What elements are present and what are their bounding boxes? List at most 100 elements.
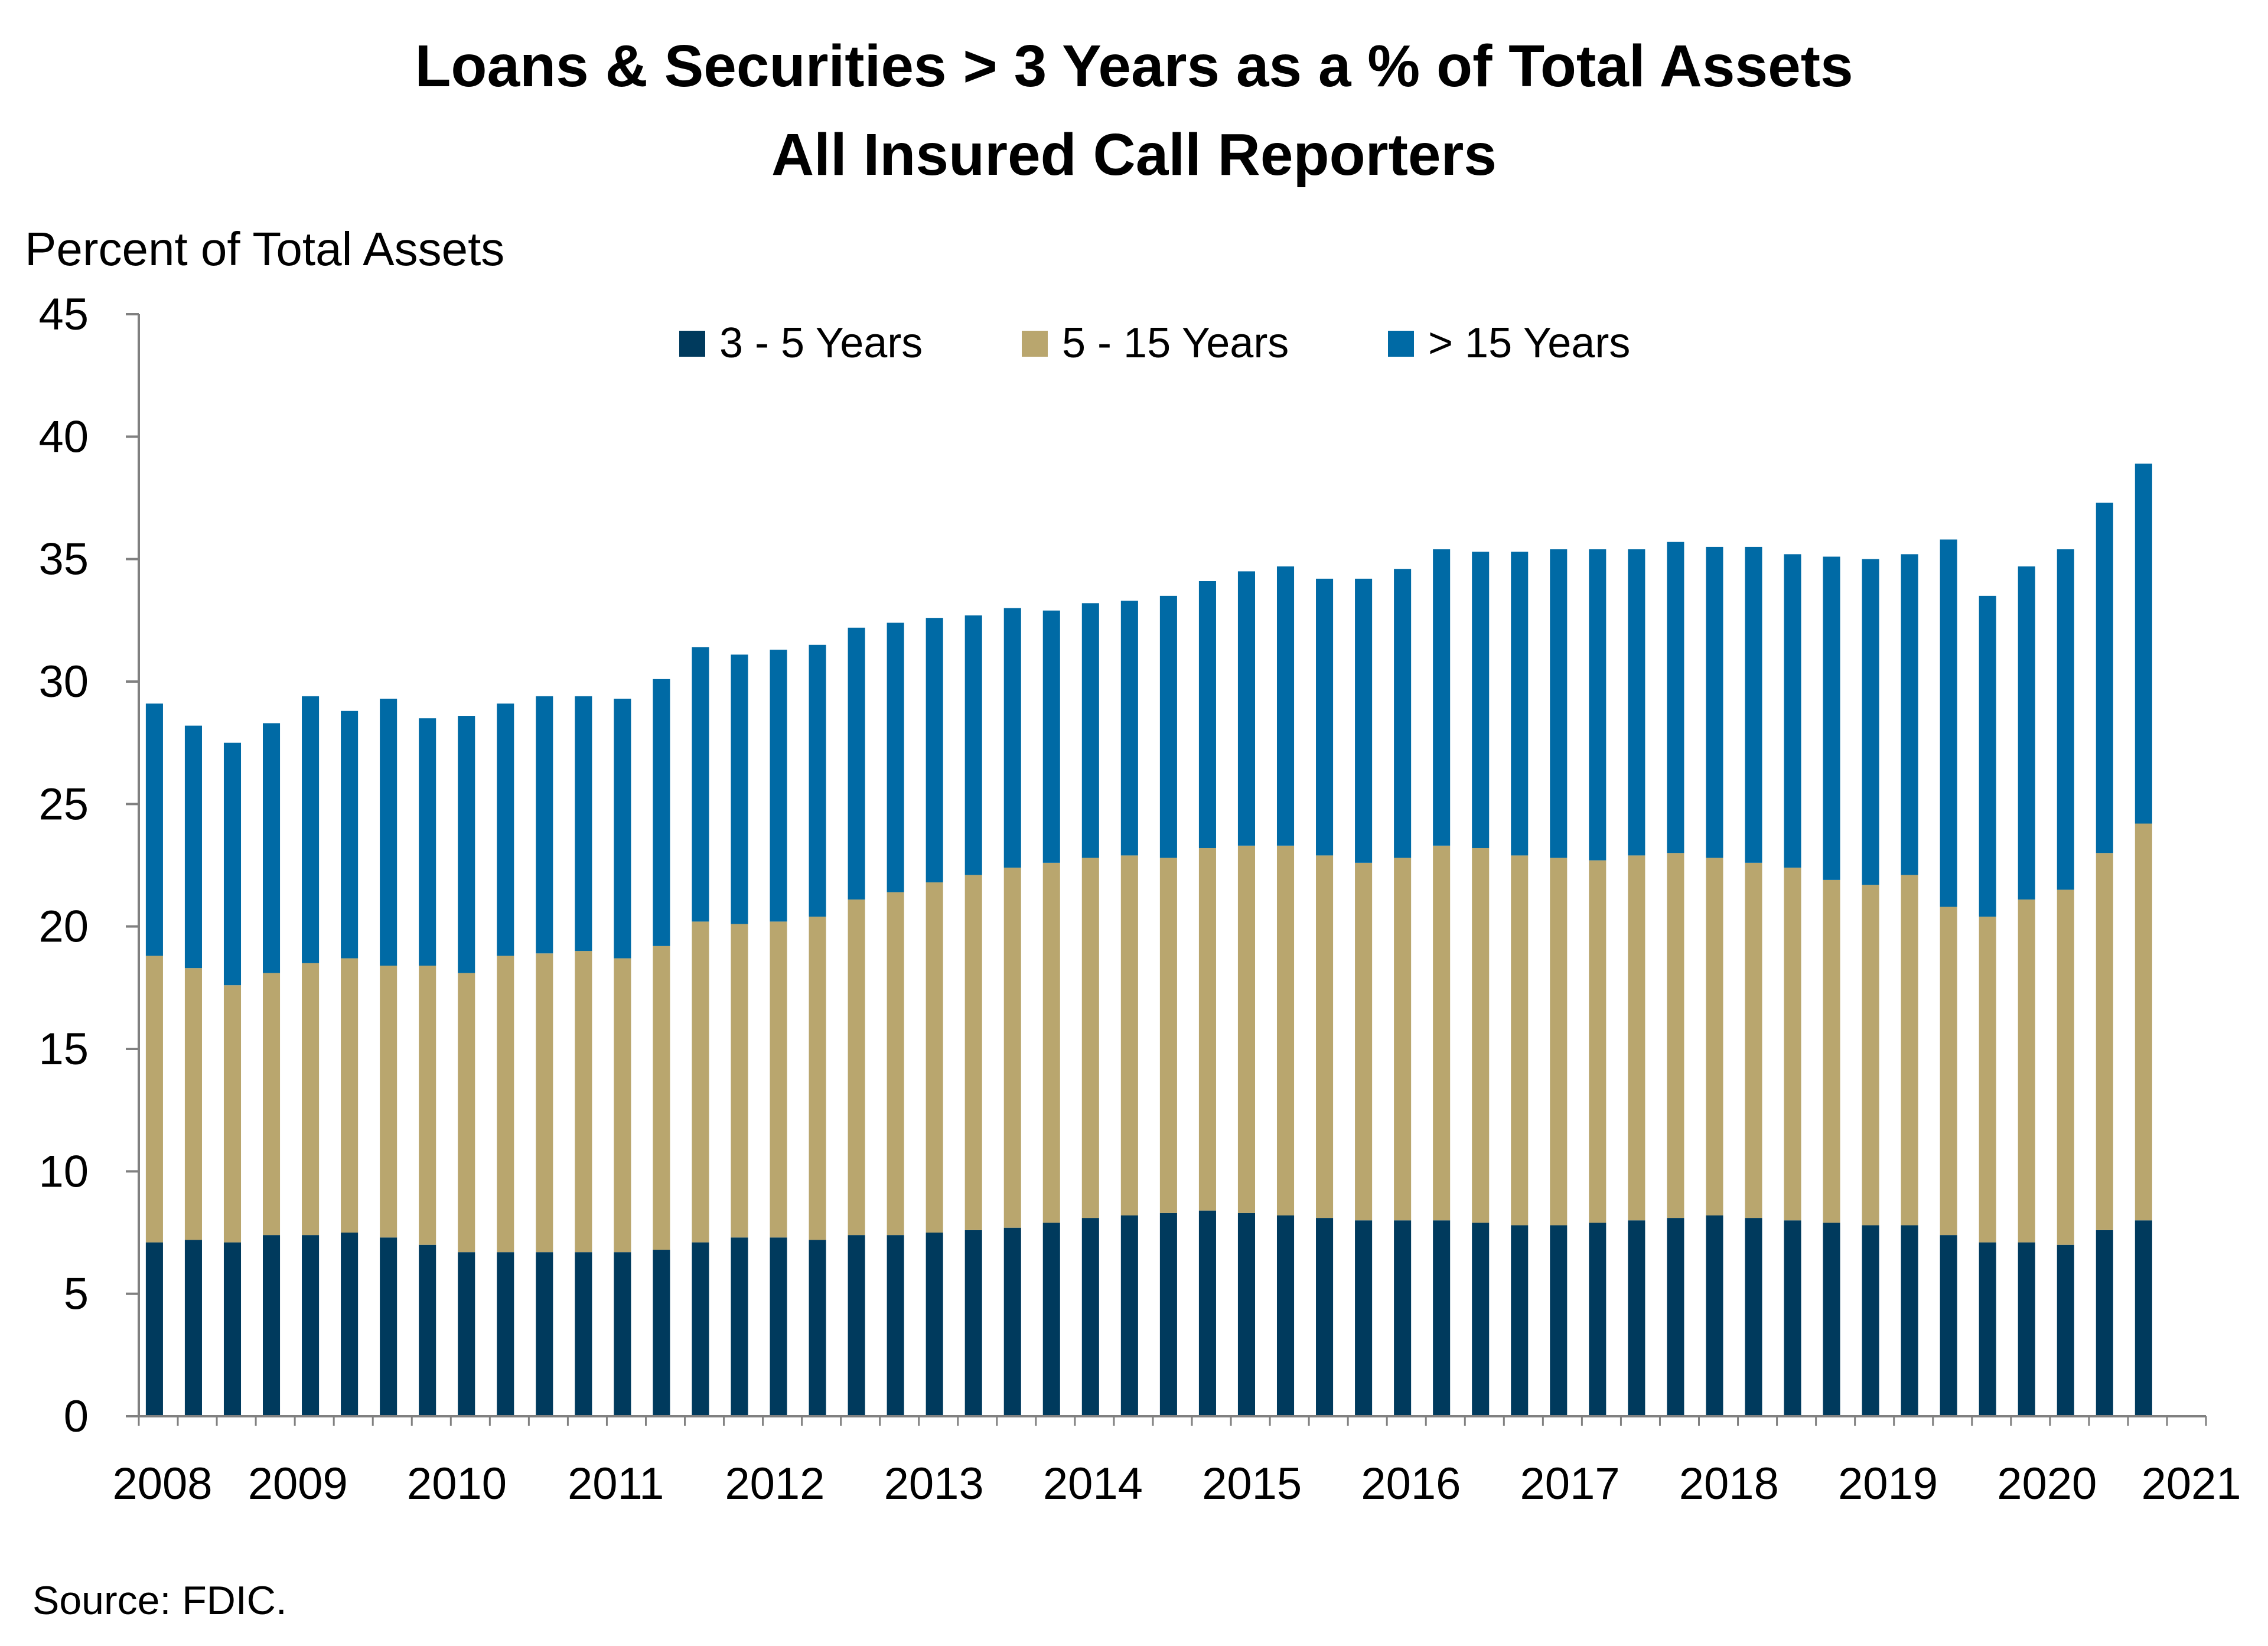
- bar-segment-series-0-47: [1979, 1242, 1996, 1416]
- bar-segment-series-0-50: [2096, 1230, 2113, 1416]
- bar-segment-series-0-24: [1081, 1218, 1099, 1416]
- bar-segment-series-1-2: [223, 985, 242, 1243]
- bar-segment-series-2-15: [731, 654, 748, 924]
- bar-segment-series-0-29: [1276, 1215, 1295, 1416]
- bar-segment-series-2-29: [1276, 566, 1295, 846]
- bar-segment-series-1-46: [1940, 907, 1957, 1236]
- bar-segment-series-2-30: [1316, 578, 1334, 856]
- bar-segment-series-2-38: [1628, 549, 1645, 856]
- bar-segment-series-2-10: [536, 696, 553, 954]
- source-note: Source: FDIC.: [32, 1578, 287, 1623]
- bar-segment-series-1-4: [302, 963, 320, 1236]
- bar-segment-series-2-23: [1042, 610, 1060, 863]
- legend-swatch-1: [1022, 331, 1048, 357]
- x-tick-label: 2020: [1997, 1459, 2097, 1509]
- bar-segment-series-0-20: [926, 1233, 943, 1416]
- bar-segment-series-0-35: [1511, 1225, 1529, 1416]
- bar-segment-series-1-33: [1433, 845, 1451, 1221]
- bar-segment-series-2-1: [184, 725, 202, 969]
- bar-segment-series-1-11: [575, 951, 592, 1253]
- bar-segment-series-2-46: [1940, 539, 1957, 907]
- bar-segment-series-0-25: [1120, 1215, 1138, 1416]
- legend-label-2: > 15 Years: [1428, 320, 1630, 367]
- bar-segment-series-1-28: [1237, 845, 1255, 1213]
- legend-label-0: 3 - 5 Years: [719, 320, 923, 367]
- bar-segment-series-1-12: [614, 958, 631, 1253]
- bar-segment-series-0-37: [1589, 1223, 1606, 1416]
- bar-segment-series-2-35: [1511, 552, 1529, 856]
- bar-segment-series-0-49: [2057, 1244, 2074, 1416]
- y-tick-label: 40: [38, 412, 89, 462]
- bar-segment-series-2-47: [1979, 595, 1996, 917]
- bar-segment-series-2-9: [497, 703, 514, 956]
- bar-segment-series-1-19: [887, 892, 904, 1236]
- bar-segment-series-0-5: [341, 1233, 359, 1416]
- bar-segment-series-2-7: [419, 718, 436, 966]
- bar-segment-series-1-10: [536, 953, 553, 1253]
- x-tick-label: 2010: [407, 1459, 507, 1509]
- bar-segment-series-2-34: [1472, 552, 1490, 848]
- bar-segment-series-2-28: [1237, 571, 1255, 846]
- bar-segment-series-2-40: [1706, 546, 1723, 858]
- bar-segment-series-1-29: [1276, 845, 1295, 1215]
- bar-segment-series-0-38: [1628, 1220, 1645, 1416]
- x-tick-label: 2012: [725, 1459, 825, 1509]
- bar-segment-series-1-42: [1784, 868, 1801, 1221]
- bar-segment-series-2-2: [223, 742, 242, 986]
- x-tick-label: 2018: [1679, 1459, 1779, 1509]
- bar-segment-series-1-39: [1667, 853, 1684, 1218]
- bar-segment-series-0-16: [770, 1237, 787, 1416]
- bar-segment-series-2-26: [1159, 595, 1177, 858]
- bar-segment-series-1-49: [2057, 889, 2074, 1245]
- legend: 3 - 5 Years 5 - 15 Years > 15 Years: [679, 320, 1630, 367]
- bar-segment-series-0-28: [1237, 1213, 1255, 1416]
- bar-segment-series-1-5: [341, 958, 359, 1233]
- axes-layer: 0 5 10 15 20 25 30 35 40 45 2008 2009 2010 2011 2012 20…: [38, 289, 2241, 1509]
- bar-segment-series-1-18: [848, 899, 865, 1236]
- bar-segment-series-1-7: [419, 966, 436, 1245]
- bar-segment-series-0-27: [1198, 1210, 1216, 1416]
- bar-segment-series-0-32: [1394, 1220, 1412, 1416]
- bar-segment-series-1-41: [1745, 862, 1762, 1218]
- bar-segment-series-1-17: [809, 917, 826, 1240]
- bar-segment-series-0-12: [614, 1252, 631, 1416]
- bar-segment-series-0-17: [809, 1240, 826, 1416]
- bar-segment-series-1-44: [1862, 885, 1879, 1225]
- bar-segment-series-0-45: [1901, 1225, 1918, 1416]
- bar-segment-series-0-0: [145, 1242, 163, 1416]
- bar-segment-series-2-24: [1081, 603, 1099, 858]
- bar-segment-series-1-16: [770, 921, 787, 1238]
- bar-segment-series-0-3: [263, 1235, 281, 1416]
- bar-segment-series-0-9: [497, 1252, 514, 1416]
- x-tick-label: 2021: [2141, 1459, 2241, 1509]
- bar-segment-series-2-32: [1394, 569, 1412, 858]
- bar-segment-series-2-44: [1862, 559, 1879, 885]
- bar-segment-series-0-2: [223, 1242, 242, 1416]
- y-tick-label: 25: [38, 779, 89, 829]
- bar-segment-series-2-3: [263, 723, 281, 973]
- bar-segment-series-2-33: [1433, 549, 1451, 846]
- x-tick-label: 2016: [1361, 1459, 1461, 1509]
- bar-segment-series-2-19: [887, 622, 904, 892]
- bar-segment-series-2-49: [2057, 549, 2074, 890]
- bar-segment-series-1-31: [1355, 862, 1373, 1221]
- bar-segment-series-0-23: [1042, 1223, 1060, 1416]
- bar-segment-series-0-41: [1745, 1218, 1762, 1416]
- bar-segment-series-0-10: [536, 1252, 553, 1416]
- bars-layer: [145, 463, 2152, 1416]
- bar-segment-series-0-42: [1784, 1220, 1801, 1416]
- bar-segment-series-0-6: [380, 1237, 397, 1416]
- x-tick-label: 2017: [1520, 1459, 1620, 1509]
- bar-segment-series-1-26: [1159, 858, 1177, 1213]
- bar-segment-series-0-8: [458, 1252, 475, 1416]
- bar-segment-series-1-24: [1081, 858, 1099, 1218]
- y-axis-label: Percent of Total Assets: [25, 223, 505, 275]
- bar-segment-series-0-22: [1003, 1227, 1021, 1416]
- bar-segment-series-2-6: [380, 699, 397, 966]
- chart-subtitle: All Insured Call Reporters: [771, 122, 1497, 188]
- bar-segment-series-1-0: [145, 956, 163, 1243]
- bar-segment-series-1-15: [731, 924, 748, 1238]
- bar-segment-series-1-38: [1628, 855, 1645, 1221]
- bar-segment-series-0-1: [184, 1240, 202, 1416]
